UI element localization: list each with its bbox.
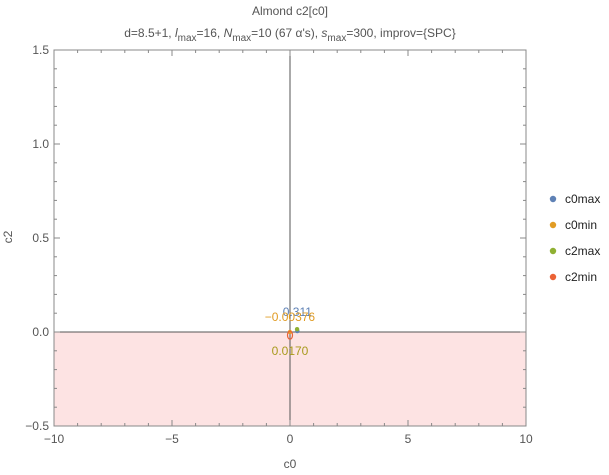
legend-label-c2min: c2min — [565, 270, 597, 284]
chart-title: Almond c2[c0] — [252, 4, 328, 18]
y-tick-label: 0.5 — [32, 231, 49, 245]
data-label: 0.311 — [283, 305, 312, 319]
legend-marker-c0max — [549, 195, 557, 203]
subtitle-n: N — [224, 26, 233, 40]
y-tick-label: 0.0 — [32, 325, 49, 339]
y-tick-label: 1.0 — [32, 137, 49, 151]
x-tick-label: 0 — [287, 432, 294, 446]
subtitle-part-2: =16, — [197, 26, 224, 40]
x-axis-label: c0 — [284, 457, 297, 471]
y-axis-label: c2 — [1, 230, 15, 243]
point-c2min — [286, 330, 294, 340]
x-tick-label: 10 — [519, 432, 533, 446]
subtitle-s-sub: max — [327, 33, 346, 44]
plot-area: −10 −5 0 5 10 −0.5 0.0 0.5 1.0 1.5 0.311−0.00376 0.… — [25, 43, 533, 446]
subtitle-part-4: =300, improv={SPC} — [346, 26, 455, 40]
legend-label-c2max: c2max — [565, 244, 600, 258]
y-tick-label: −0.5 — [25, 419, 49, 433]
data-label: −0.00376 — [265, 310, 316, 324]
legend-marker-c0min — [549, 221, 557, 229]
x-tick-label: −5 — [165, 432, 179, 446]
subtitle-part-3: =10 (67 α's), — [251, 26, 321, 40]
legend-label-c0max: c0max — [565, 192, 600, 206]
y-tick-label: 1.5 — [32, 43, 49, 57]
subtitle-s: s — [321, 26, 327, 40]
subtitle-l: l — [175, 26, 178, 40]
legend: c0max c0min c2max c2min — [549, 192, 600, 284]
legend-label-c0min: c0min — [565, 218, 597, 232]
subtitle-l-sub: max — [178, 33, 197, 44]
legend-marker-c2min — [549, 273, 557, 281]
legend-marker-c2max — [549, 247, 557, 255]
data-label: 0.0170 — [272, 344, 309, 358]
chart-subtitle: d=8.5+1, lmax=16, Nmax=10 (67 α's), smax… — [124, 26, 455, 44]
x-tick-label: 5 — [405, 432, 412, 446]
subtitle-n-sub: max — [232, 33, 251, 44]
x-tick-label: −10 — [44, 432, 65, 446]
subtitle-part-1: d=8.5+1, — [124, 26, 175, 40]
point-c2max — [294, 326, 300, 332]
